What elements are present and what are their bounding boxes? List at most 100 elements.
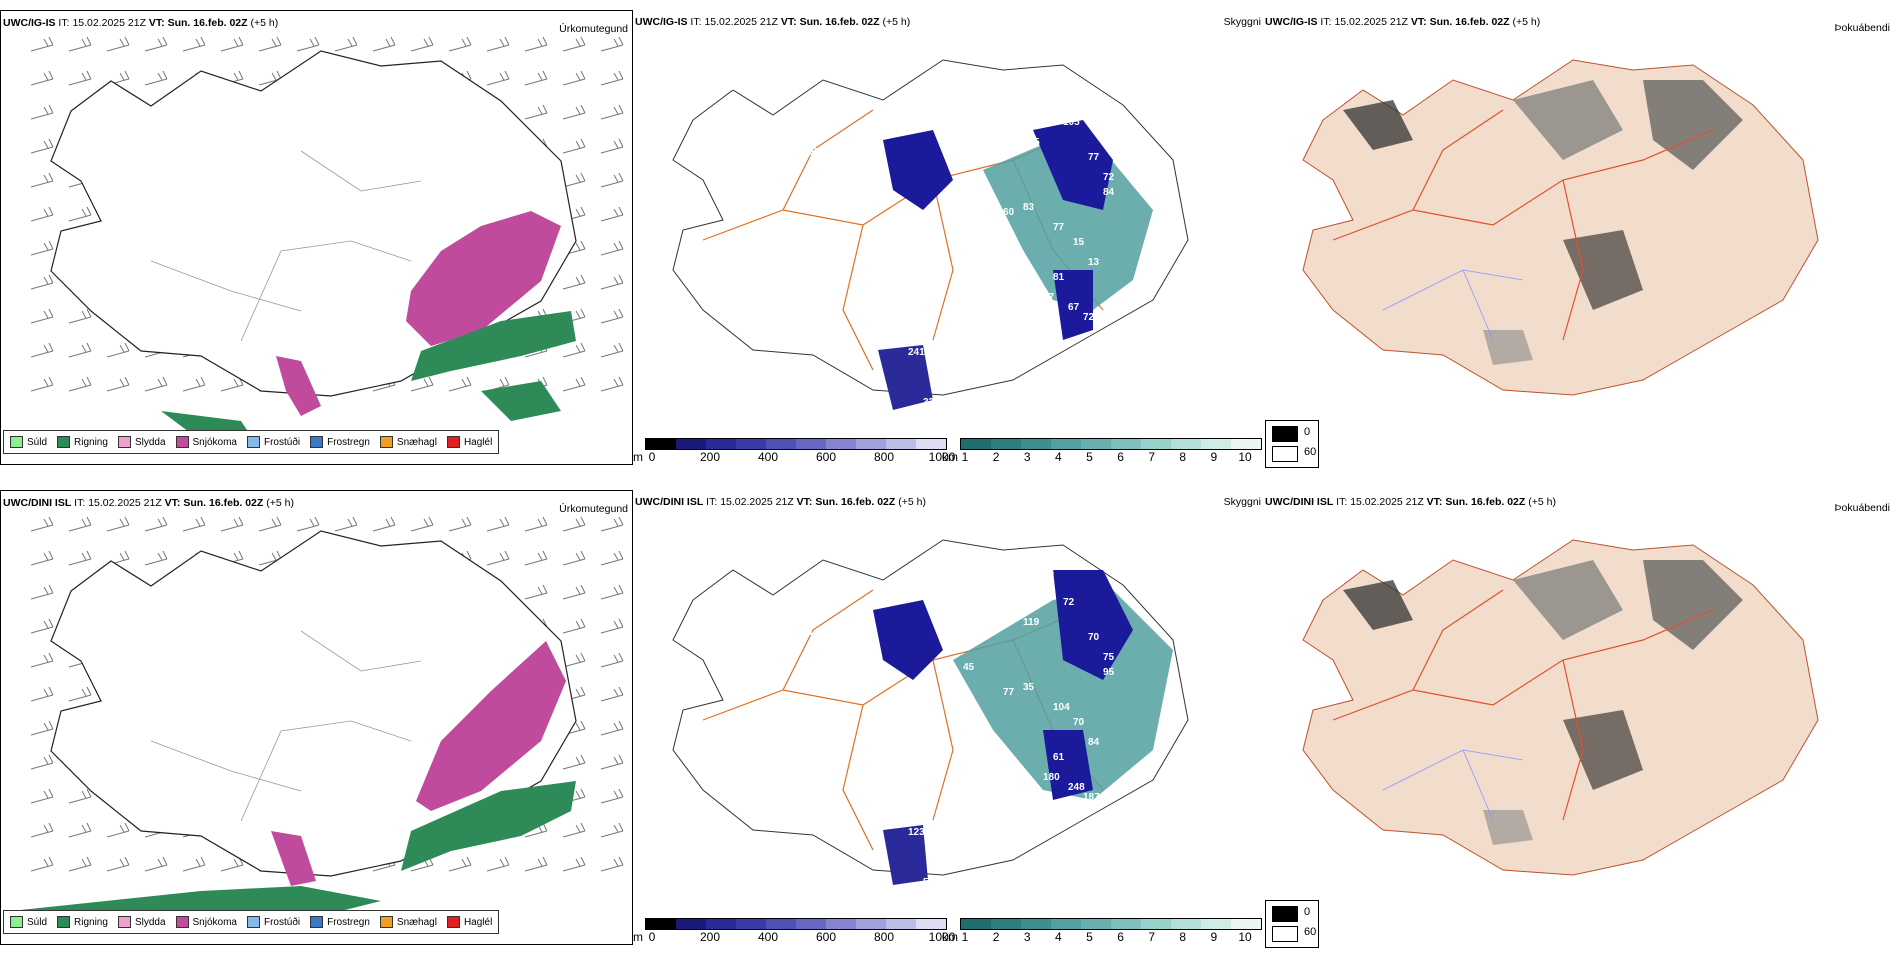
cloud-base-label: 61 — [1053, 752, 1065, 763]
wind-barb — [562, 822, 586, 838]
colorbar-segment — [1081, 439, 1111, 449]
legend-swatch — [117, 436, 131, 448]
colorbar-tick: 9 — [1210, 930, 1218, 944]
legend-item: Haglél — [446, 916, 493, 928]
cloud-base-label: 88 — [823, 642, 835, 653]
colorbar-tick: 0 — [648, 930, 656, 944]
cloud-base-label: 60 — [1003, 207, 1015, 218]
colorbar-segment — [1231, 439, 1261, 449]
wind-barb — [30, 206, 54, 222]
wind-barb — [68, 206, 92, 222]
wind-barb — [524, 584, 548, 600]
cloud-base-label: 62 — [933, 377, 945, 388]
colorbar-tick: 4 — [1054, 930, 1062, 944]
colorbar-segment — [706, 919, 736, 929]
wind-barb — [410, 36, 434, 52]
legend-swatch — [310, 436, 324, 448]
legend-label: Snæhagl — [396, 436, 437, 448]
cloud-base-label: 95 — [1103, 667, 1115, 678]
wind-barb — [600, 550, 624, 566]
legend-swatch — [379, 916, 393, 928]
wind-barb — [30, 172, 54, 188]
colorbar-segment — [736, 439, 766, 449]
wind-barb — [296, 516, 320, 532]
wind-barb — [30, 584, 54, 600]
colorbar-segment — [1171, 919, 1201, 929]
cloud-base-label: 97 — [808, 147, 820, 158]
colorbar-segment — [676, 919, 706, 929]
legend-swatch — [57, 436, 71, 448]
colorbar-segment — [1051, 919, 1081, 929]
colorbar-segment — [991, 439, 1021, 449]
wind-barb — [106, 856, 130, 872]
cloud-base-label: 35 — [1023, 682, 1035, 693]
wind-barb — [106, 342, 130, 358]
wind-barb — [600, 274, 624, 290]
wind-barb — [144, 376, 168, 392]
legend-label: Snjókoma — [192, 916, 237, 928]
wind-barb — [30, 720, 54, 736]
cloud-base-label: 99 — [783, 587, 795, 598]
panel-header: UWC/DINI ISL IT: 15.02.2025 21Z VT: Sun.… — [3, 497, 294, 509]
wind-barb — [30, 516, 54, 532]
fog-label-0: 0 — [1304, 906, 1311, 918]
cloud-base-label: 67 — [1068, 302, 1080, 313]
colorbar-tick: 7 — [1148, 450, 1155, 464]
cloudbase-colorbar — [645, 438, 947, 450]
wind-barb — [562, 516, 586, 532]
cloud-base-label: 77 — [1043, 292, 1055, 303]
cloud-base-label: 81 — [1053, 272, 1065, 283]
precip-legend: Súld Rigning Slydda Snjókoma Frostúði Frostre… — [3, 910, 500, 934]
wind-barb — [600, 172, 624, 188]
cloud-base-label: 123 — [908, 827, 925, 838]
panel-header: UWC/IG-IS IT: 15.02.2025 21Z VT: Sun. 16… — [1265, 16, 1541, 28]
legend-label: Snæhagl — [396, 916, 437, 928]
precip-legend: Súld Rigning Slydda Snjókoma Frostúði Frostre… — [3, 430, 500, 454]
wind-barb — [30, 36, 54, 52]
wind-barb — [448, 36, 472, 52]
cloud-base-label: 54 — [923, 877, 935, 888]
legend-label: Frostregn — [327, 436, 370, 448]
wind-barb — [562, 618, 586, 634]
legend-item: Slydda — [117, 916, 166, 928]
legend-label: Haglél — [463, 916, 493, 928]
cloud-base-label: 155 — [1023, 137, 1040, 148]
colorbar-segment — [706, 439, 736, 449]
colorbar-tick: 6 — [1117, 450, 1124, 464]
wind-barb — [562, 274, 586, 290]
colorbar-segment — [1081, 919, 1111, 929]
colorbar-segment — [916, 919, 946, 929]
precip-title: Úrkomutegund — [559, 503, 628, 515]
colorbar-segment — [856, 919, 886, 929]
wind-barb — [30, 788, 54, 804]
cloud-base-label: 77 — [1088, 152, 1100, 163]
colorbar-segment — [766, 919, 796, 929]
colorbar-tick: 0 — [648, 450, 656, 464]
wind-barb — [562, 550, 586, 566]
legend-swatch — [379, 436, 393, 448]
colorbar-segment — [766, 439, 796, 449]
colorbar-tick: 200 — [699, 930, 721, 944]
cloud-base-label: 158 — [1043, 87, 1060, 98]
colorbar-tick: 8 — [1179, 930, 1187, 944]
cloud-visibility-panel: UWC/DINI ISL IT: 15.02.2025 21Z VT: Sun.… — [633, 490, 1263, 960]
fog-swatch-60 — [1272, 926, 1298, 942]
cloud-base-label: 84 — [1088, 737, 1100, 748]
wind-barb — [524, 36, 548, 52]
cloudbase-unit: m — [633, 930, 643, 944]
colorbar-tick: 10 — [1238, 930, 1252, 944]
legend-swatch — [446, 436, 460, 448]
colorbar-segment — [856, 439, 886, 449]
wind-barb — [410, 376, 434, 392]
legend-item: Slydda — [117, 436, 166, 448]
wind-barb — [334, 36, 358, 52]
wind-barb — [30, 686, 54, 702]
cloud-base-label: 62 — [963, 182, 975, 193]
wind-barb — [410, 516, 434, 532]
legend-label: Súld — [27, 436, 48, 448]
legend-swatch — [310, 916, 324, 928]
legend-item: Rigning — [57, 436, 108, 448]
wind-barb — [600, 36, 624, 52]
cloud-base-label: 122 — [773, 142, 790, 153]
